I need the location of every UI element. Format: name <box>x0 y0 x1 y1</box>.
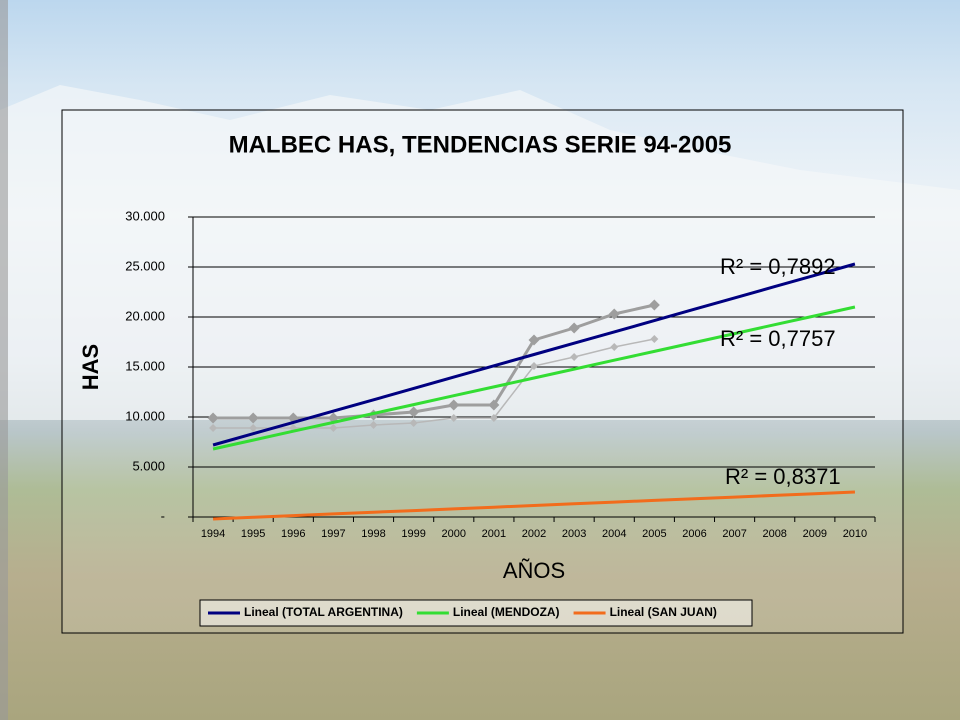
marker <box>488 399 500 411</box>
x-tick-label: 2004 <box>602 528 626 540</box>
x-tick-label: 1994 <box>201 528 225 540</box>
x-tick-label: 2001 <box>482 528 506 540</box>
x-tick-label: 2009 <box>803 528 827 540</box>
marker <box>209 424 218 432</box>
series-line <box>213 303 655 420</box>
y-axis-label: HAS <box>78 344 103 390</box>
marker <box>369 421 378 429</box>
chart-title: MALBEC HAS, TENDENCIAS SERIE 94-2005 <box>229 131 732 158</box>
x-tick-label: 1999 <box>401 528 425 540</box>
series-line <box>212 262 856 447</box>
y-tick-label: 15.000 <box>125 358 165 373</box>
marker <box>249 424 258 432</box>
marker <box>408 406 420 418</box>
y-tick-label: - <box>161 508 165 523</box>
x-tick-label: 2005 <box>642 528 666 540</box>
r-squared: R² = 0,8371 <box>725 464 841 489</box>
r-squared: R² = 0,7892 <box>720 254 836 279</box>
legend-label: Lineal (MENDOZA) <box>453 605 560 619</box>
legend <box>199 599 753 627</box>
marker <box>329 424 338 432</box>
x-tick-label: 2007 <box>722 528 746 540</box>
series-line <box>212 490 856 521</box>
marker <box>610 343 619 351</box>
marker <box>409 419 418 427</box>
marker <box>648 299 660 311</box>
x-tick-label: 2010 <box>843 528 867 540</box>
x-tick-label: 2008 <box>762 528 786 540</box>
marker <box>528 334 540 346</box>
x-tick-label: 2000 <box>442 528 466 540</box>
marker <box>570 353 579 361</box>
marker <box>489 414 498 422</box>
marker <box>650 335 659 343</box>
y-tick-label: 10.000 <box>125 408 165 423</box>
x-tick-label: 1996 <box>281 528 305 540</box>
marker <box>449 414 458 422</box>
y-tick-label: 30.000 <box>125 208 165 223</box>
x-tick-label: 1998 <box>361 528 385 540</box>
marker <box>448 399 460 411</box>
r-squared: R² = 0,7757 <box>720 326 836 351</box>
series-line <box>213 338 655 429</box>
legend-label: Lineal (SAN JUAN) <box>610 605 717 619</box>
x-tick-label: 1995 <box>241 528 265 540</box>
left-edge <box>0 0 8 720</box>
marker <box>207 412 219 424</box>
x-tick-label: 1997 <box>321 528 345 540</box>
x-tick-label: 2003 <box>562 528 586 540</box>
y-tick-label: 20.000 <box>125 308 165 323</box>
y-tick-label: 5.000 <box>132 458 165 473</box>
chart-frame <box>61 109 904 634</box>
marker <box>530 362 538 370</box>
series-line <box>212 305 856 451</box>
x-axis-label: AÑOS <box>503 558 565 583</box>
y-tick-label: 25.000 <box>125 258 165 273</box>
legend-label: Lineal (TOTAL ARGENTINA) <box>244 605 403 619</box>
x-tick-label: 2006 <box>682 528 706 540</box>
marker <box>608 308 620 320</box>
x-tick-label: 2002 <box>522 528 546 540</box>
marker <box>247 412 259 424</box>
marker <box>568 322 580 334</box>
